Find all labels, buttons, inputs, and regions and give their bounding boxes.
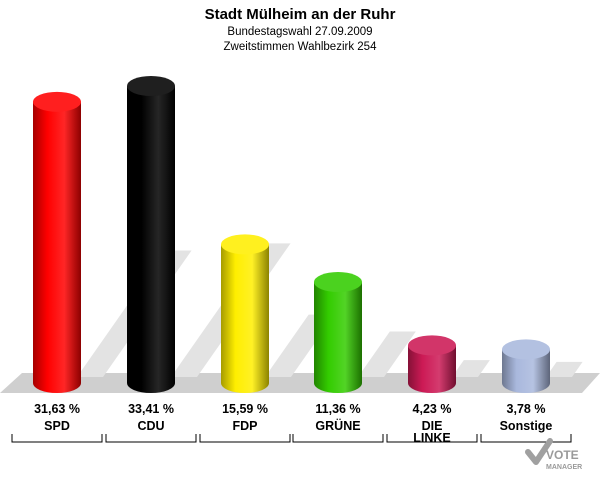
category-bracket-fdp [199,434,291,443]
bar-fdp [221,234,269,393]
category-bracket-sonstige [480,434,572,443]
bar-body-cdu [127,86,175,393]
checkmark-icon [525,438,553,465]
chart-title: Stadt Mülheim an der Ruhr [205,6,396,23]
bars [33,76,550,393]
category-label-fdp: FDP [233,419,258,433]
bar-gruene [314,272,362,393]
category-label-cdu: CDU [137,419,164,433]
vote-manager-logo: VOTE MANAGER [525,438,582,471]
bar-linke [408,335,456,393]
category-bracket-gruene [292,434,384,443]
bar-top-linke [408,335,456,356]
bar-body-sonstige [502,349,550,393]
bar-shadow-sonstige [546,361,583,377]
category-bracket-linke [386,434,478,443]
value-label-linke: 4,23 % [413,402,452,416]
category-bracket-cdu [105,434,197,443]
logo-text-manager: MANAGER [546,464,582,471]
bar-sonstige [502,339,550,393]
bar-cdu [127,76,175,393]
bar-spd [33,91,81,393]
bar-shadow-linke [452,360,490,377]
bar-body-spd [33,101,81,393]
value-label-sonstige: 3,78 % [507,402,546,416]
category-label-spd: SPD [44,419,70,433]
bar-body-fdp [221,244,269,393]
chart-subtitle-line-1: Bundestagswahl 27.09.2009 [227,26,372,38]
value-label-gruene: 11,36 % [315,402,360,416]
category-label-linke-2: LINKE [413,431,451,445]
category-bracket-spd [11,434,103,443]
value-label-cdu: 33,41 % [128,402,174,416]
value-label-fdp: 15,59 % [222,402,268,416]
bar-top-sonstige [502,339,550,360]
value-label-spd: 31,63 % [34,402,80,416]
bar-top-gruene [314,272,362,293]
bar-top-spd [33,91,81,112]
category-label-sonstige: Sonstige [500,419,553,433]
category-brackets [11,434,572,443]
bar-body-gruene [314,282,362,393]
logo-text-vote: VOTE [546,448,579,462]
bar-body-linke [408,345,456,393]
category-label-linke-1: DIE [422,419,443,433]
bar-top-cdu [127,76,175,96]
category-label-gruene: GRÜNE [315,418,360,433]
bar-top-fdp [221,234,269,255]
bar-shadow-gruene [358,331,416,377]
chart-subtitle-line-2: Zweitstimmen Wahlbezirk 254 [224,41,378,53]
